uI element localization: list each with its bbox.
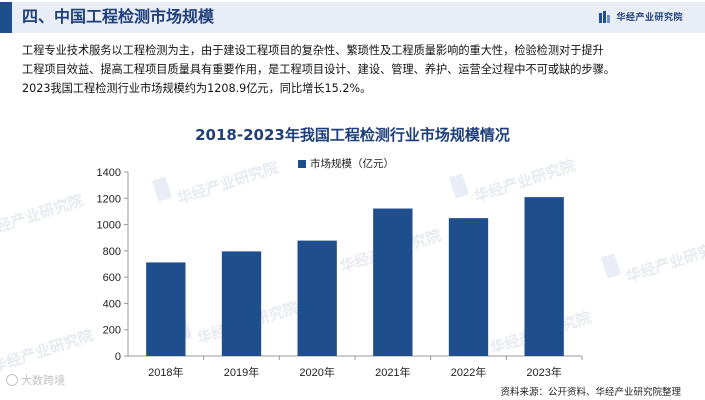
bar	[373, 208, 413, 356]
header-band	[0, 2, 705, 33]
y-tick-label: 400	[103, 298, 121, 310]
bar	[146, 262, 186, 356]
intro-line: 工程项目效益、提高工程项目质量具有重要作用，是工程项目设计、建设、管理、养护、运…	[22, 63, 615, 76]
brand-name: 华经产业研究院	[616, 13, 683, 23]
intro-line: 工程专业技术服务以工程检测为主，由于建设工程项目的复杂性、繁琐性及工程质量影响的…	[22, 44, 604, 57]
bar	[221, 251, 262, 356]
legend-label: 市场规模（亿元）	[310, 158, 394, 170]
corner-watermark: 大数跨境	[6, 372, 65, 388]
intro-line: 2023我国工程检测行业市场规模约为1208.9亿元，同比增长15.2%。	[22, 82, 372, 95]
x-tick-label: 2022年	[451, 365, 486, 379]
bar-logo-icon	[599, 10, 611, 23]
legend-swatch	[298, 159, 306, 168]
section-title: 四、中国工程检测市场规模	[22, 7, 215, 26]
chart-legend: 市场规模（亿元）	[298, 156, 394, 171]
source-note: 资料来源：公开资料、华经产业研究院整理	[500, 387, 681, 398]
x-tick-label: 2018年	[148, 365, 183, 379]
bar	[297, 240, 337, 356]
chart-title: 2018-2023年我国工程检测行业市场规模情况	[195, 126, 510, 144]
x-tick-label: 2020年	[299, 365, 334, 379]
y-tick-label: 800	[103, 246, 121, 258]
brand: 华经产业研究院	[599, 10, 683, 23]
y-tick-label: 600	[103, 272, 121, 284]
y-tick-label: 0	[115, 351, 121, 363]
y-tick-label: 1000	[97, 220, 121, 232]
y-tick-label: 1200	[97, 193, 121, 205]
x-tick-label: 2021年	[375, 365, 410, 379]
y-tick-label: 200	[103, 325, 121, 337]
x-tick-label: 2019年	[224, 365, 259, 379]
corner-watermark-text: 大数跨境	[21, 374, 65, 387]
circle-logo-icon	[6, 374, 18, 386]
x-tick-label: 2023年	[526, 365, 561, 379]
bar	[448, 218, 489, 356]
intro-paragraph: 工程专业技术服务以工程检测为主，由于建设工程项目的复杂性、繁琐性及工程质量影响的…	[22, 41, 692, 98]
header-accent-bar	[0, 2, 12, 33]
y-tick-label: 1400	[97, 167, 121, 179]
bar	[524, 197, 564, 356]
